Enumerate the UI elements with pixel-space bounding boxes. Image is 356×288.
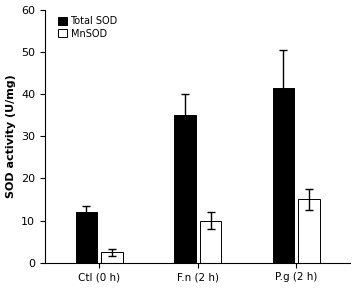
Y-axis label: SOD activity (U/mg): SOD activity (U/mg) [6,74,16,198]
Bar [174,115,196,263]
Bar [101,252,123,263]
Bar [298,199,320,263]
Bar [75,212,97,263]
Bar [200,221,221,263]
Bar [273,88,294,263]
Legend: Total SOD, MnSOD: Total SOD, MnSOD [56,14,120,41]
